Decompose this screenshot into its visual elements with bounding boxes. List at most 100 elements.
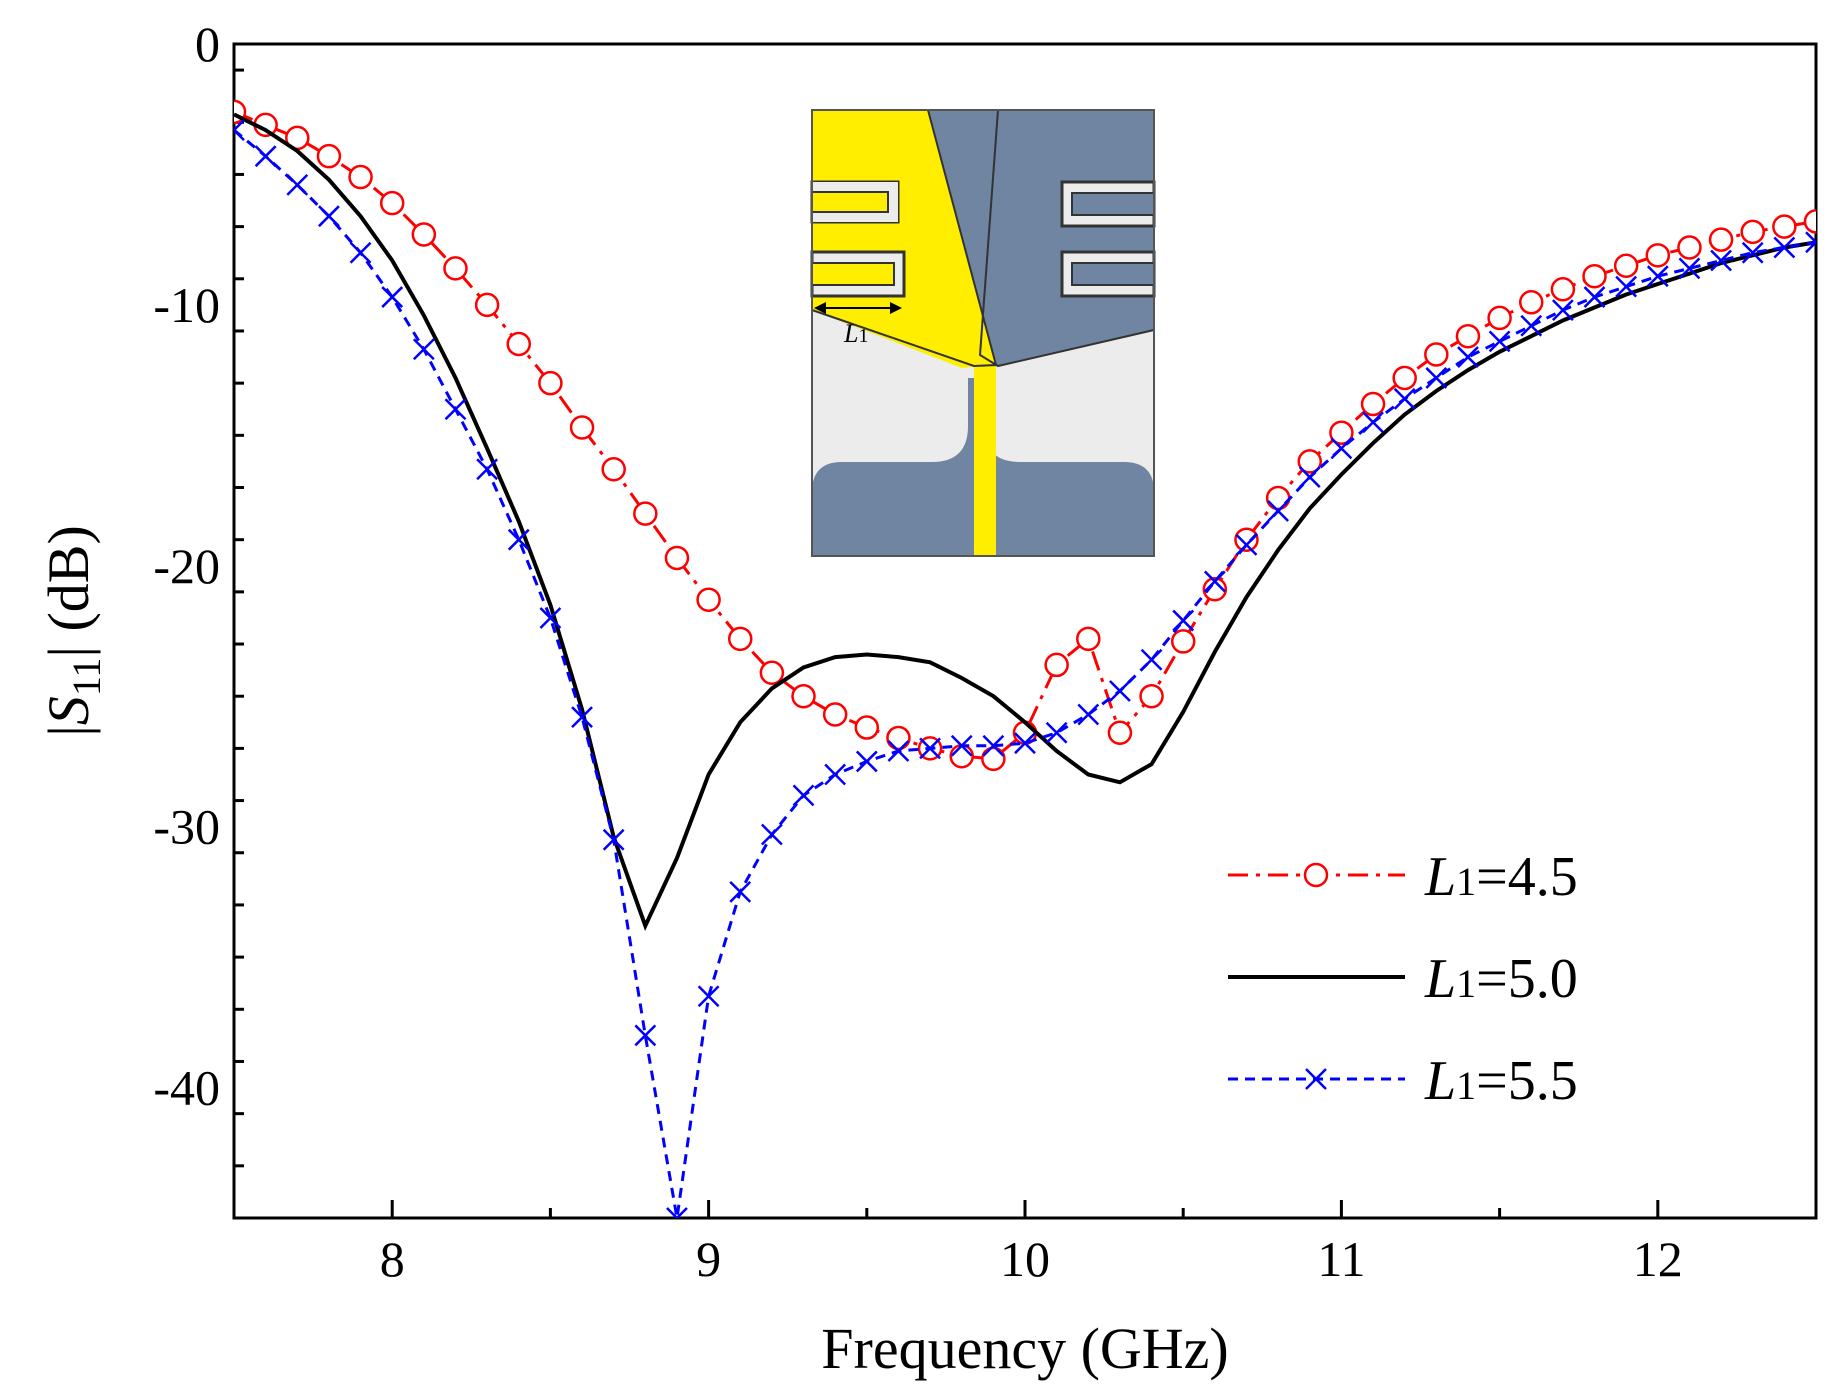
data-point	[1298, 466, 1321, 488]
data-point	[1044, 652, 1069, 678]
x-tick-label: 9	[696, 1231, 721, 1287]
data-point	[318, 205, 340, 228]
data-point	[348, 164, 373, 190]
data-point	[1582, 263, 1607, 289]
inset-arrow-left	[814, 302, 826, 314]
data-point	[234, 119, 245, 141]
legend-label: L1=4.5	[1424, 846, 1578, 908]
data-point	[507, 528, 530, 551]
legend-item: L1=5.0	[1228, 948, 1578, 1010]
data-point	[1488, 330, 1511, 353]
data-point	[727, 626, 753, 652]
data-point	[1741, 241, 1764, 264]
data-point	[539, 607, 562, 629]
data-point	[443, 256, 468, 281]
data-point	[666, 1207, 688, 1218]
data-point	[474, 292, 500, 318]
inset-slot-right-bottom-inner	[1071, 262, 1155, 286]
inset-ground-edge	[978, 109, 1155, 368]
data-point	[538, 370, 563, 396]
data-point	[759, 660, 785, 685]
data-point	[506, 331, 532, 357]
data-point	[1424, 342, 1449, 367]
data-point	[412, 338, 435, 361]
data-point	[1583, 286, 1606, 308]
data-point	[919, 737, 941, 760]
data-point	[476, 458, 499, 481]
series-2	[234, 119, 1816, 1218]
y-axis-label: |S11| (dB)	[36, 525, 109, 737]
data-point	[1710, 249, 1732, 272]
data-point	[381, 286, 404, 308]
data-point	[601, 456, 626, 482]
data-point	[1360, 391, 1386, 417]
data-point	[1265, 485, 1291, 511]
y-tick-label: 0	[195, 16, 220, 72]
data-point	[1362, 411, 1384, 434]
data-point	[760, 823, 783, 846]
data-point	[444, 398, 467, 421]
inset-border	[811, 109, 1155, 557]
data-point	[1518, 290, 1544, 315]
y-tick-label: -40	[153, 1060, 220, 1116]
inset-feed-line	[974, 364, 996, 556]
data-point	[411, 222, 437, 247]
data-point	[981, 746, 1006, 772]
inset-dimension-label: L1	[843, 319, 868, 348]
data-point	[1107, 720, 1133, 745]
legend-label: L1=5.0	[1424, 948, 1578, 1010]
data-point	[697, 985, 720, 1008]
data-point	[824, 763, 847, 786]
legend-marker	[1305, 1068, 1327, 1090]
data-point	[1329, 420, 1354, 445]
data-point	[1740, 219, 1765, 245]
legend-marker	[1303, 862, 1329, 888]
data-point	[286, 173, 309, 196]
data-point	[696, 587, 721, 612]
x-tick-label: 8	[380, 1231, 405, 1287]
data-point	[1139, 683, 1164, 709]
inset-arrow-right	[890, 302, 902, 314]
series-line	[234, 112, 1816, 932]
data-point	[1773, 236, 1796, 259]
y-tick-label: -20	[153, 538, 220, 594]
data-point	[1393, 387, 1416, 410]
data-point	[1140, 648, 1163, 671]
series-line	[234, 128, 1816, 1218]
data-point	[1234, 527, 1259, 552]
data-point	[1708, 227, 1734, 252]
data-point	[1455, 323, 1481, 349]
data-point	[1805, 231, 1816, 254]
data-point	[571, 706, 593, 728]
inset-slot-left-bottom-inner	[811, 262, 895, 286]
data-point	[1550, 276, 1576, 302]
data-point	[1109, 680, 1131, 702]
legend-item: L1=4.5	[1228, 846, 1578, 908]
data-point	[1645, 243, 1671, 268]
x-tick-label: 10	[1000, 1231, 1050, 1287]
inset-ground-flare	[924, 110, 1154, 366]
data-point	[602, 828, 625, 851]
series-1	[234, 112, 1816, 932]
data-point	[1014, 732, 1036, 755]
x-tick-label: 11	[1317, 1231, 1365, 1287]
data-point	[886, 725, 911, 751]
data-point	[982, 734, 1005, 757]
data-point	[1392, 365, 1417, 391]
data-point	[887, 740, 910, 762]
y-tick-label: -30	[153, 799, 220, 855]
data-point	[854, 715, 880, 740]
data-point	[1425, 367, 1448, 389]
data-point	[1551, 299, 1574, 321]
data-point	[1487, 305, 1512, 331]
data-point	[316, 143, 342, 169]
data-point	[569, 415, 595, 440]
inset-slot-left-top-inner	[811, 191, 889, 213]
legend: L1=4.5 L1=5.0 L1=5.5	[1228, 846, 1578, 1112]
data-point	[949, 743, 974, 769]
data-point	[379, 190, 405, 216]
data-point	[855, 750, 878, 773]
data-point	[634, 1024, 657, 1047]
data-point	[1330, 437, 1353, 460]
